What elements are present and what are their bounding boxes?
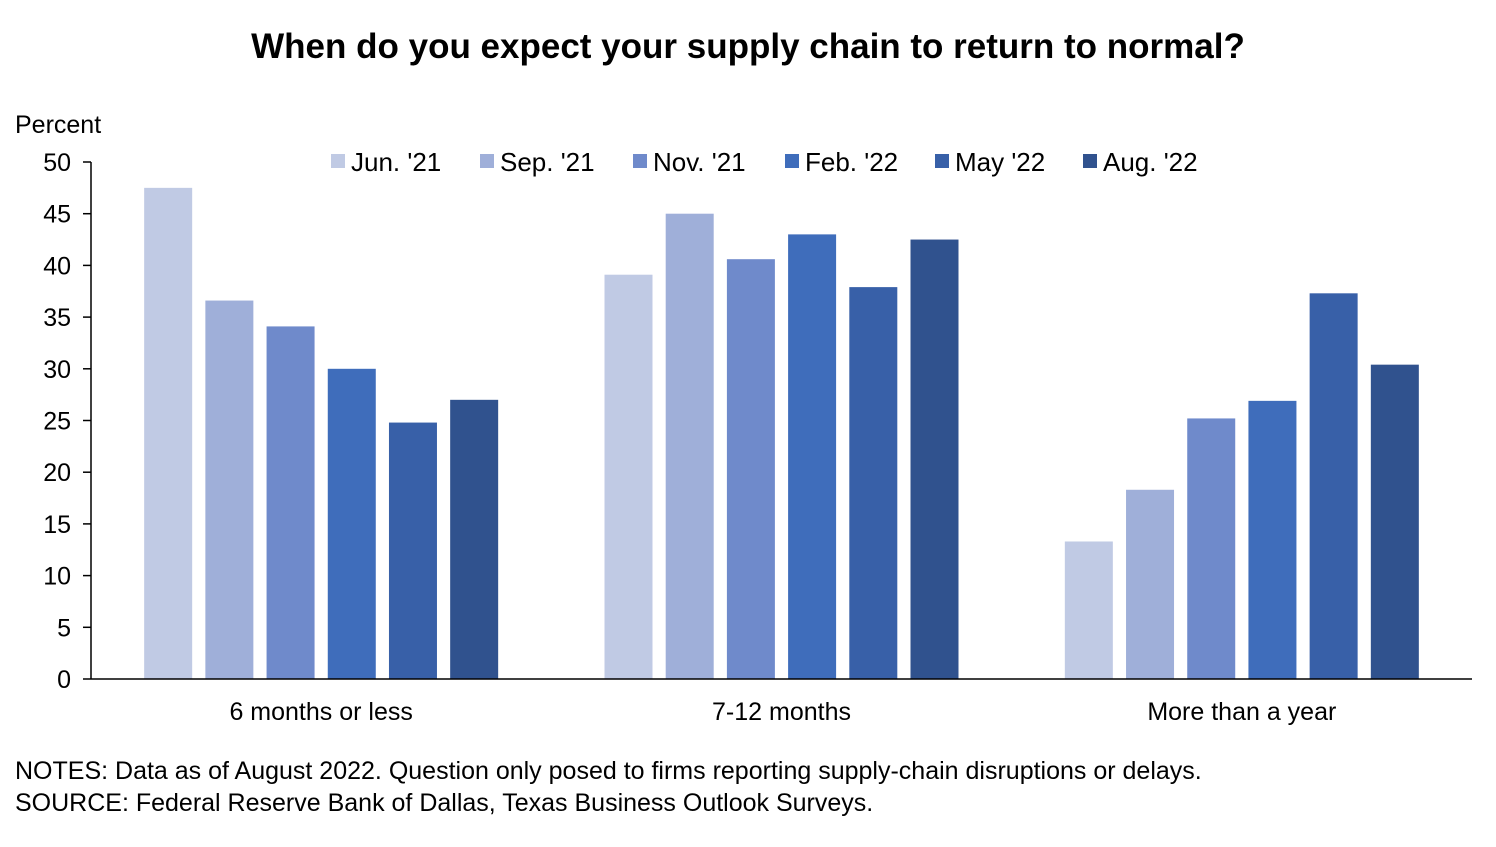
bar (266, 326, 315, 679)
bar (910, 239, 959, 680)
legend-label: Aug. '22 (1103, 147, 1198, 177)
y-tick-label: 5 (57, 614, 71, 642)
notes-line: NOTES: Data as of August 2022. Question … (15, 757, 1202, 785)
legend-swatch (331, 154, 345, 168)
y-tick-label: 40 (43, 252, 71, 280)
y-axis: 0 5 10 15 20 25 30 35 40 45 50 (43, 149, 92, 694)
legend-swatch (480, 154, 494, 168)
y-tick-label: 35 (43, 304, 71, 332)
y-tick-label: 50 (43, 149, 71, 177)
y-tick-label: 20 (43, 459, 71, 487)
y-axis-label: Percent (15, 111, 101, 139)
legend-swatch (785, 154, 799, 168)
legend-label: Feb. '22 (805, 147, 898, 177)
y-tick-label: 10 (43, 563, 71, 591)
bar (1309, 293, 1358, 679)
bar (144, 187, 193, 679)
chart-notes: NOTES: Data as of August 2022. Question … (15, 755, 1202, 819)
legend-swatch (633, 154, 647, 168)
legend: Jun. '21 Sep. '21 Nov. '21 Feb. '22 May '22 A… (331, 147, 1198, 177)
legend-label: May '22 (955, 147, 1045, 177)
bar (665, 213, 714, 679)
y-tick-label: 45 (43, 201, 71, 229)
legend-swatch (1083, 154, 1097, 168)
x-axis: 6 months or less 7-12 months More than a y… (91, 678, 1472, 726)
x-category-label: 6 months or less (229, 698, 412, 726)
source-line: SOURCE: Federal Reserve Bank of Dallas, … (15, 789, 874, 817)
legend-label: Nov. '21 (653, 147, 746, 177)
x-category-label: 7-12 months (712, 698, 851, 726)
bar (1126, 489, 1175, 679)
x-category-label: More than a year (1147, 698, 1336, 726)
bar (604, 274, 653, 679)
bar (388, 422, 437, 679)
y-tick-label: 0 (57, 666, 71, 694)
y-tick-label: 25 (43, 408, 71, 436)
bar (327, 368, 376, 679)
legend-label: Sep. '21 (500, 147, 595, 177)
bar (726, 259, 775, 679)
y-tick-label: 30 (43, 356, 71, 384)
legend-label: Jun. '21 (351, 147, 441, 177)
bar (1187, 418, 1236, 679)
bar (1370, 364, 1419, 679)
bar (849, 287, 898, 679)
chart-title: When do you expect your supply chain to … (251, 27, 1245, 66)
bar (1248, 400, 1297, 679)
legend-swatch (935, 154, 949, 168)
bar (1064, 541, 1113, 679)
bar (788, 234, 837, 679)
y-tick-label: 15 (43, 511, 71, 539)
bar (450, 399, 499, 679)
bar (205, 300, 254, 679)
bars (144, 187, 1419, 680)
